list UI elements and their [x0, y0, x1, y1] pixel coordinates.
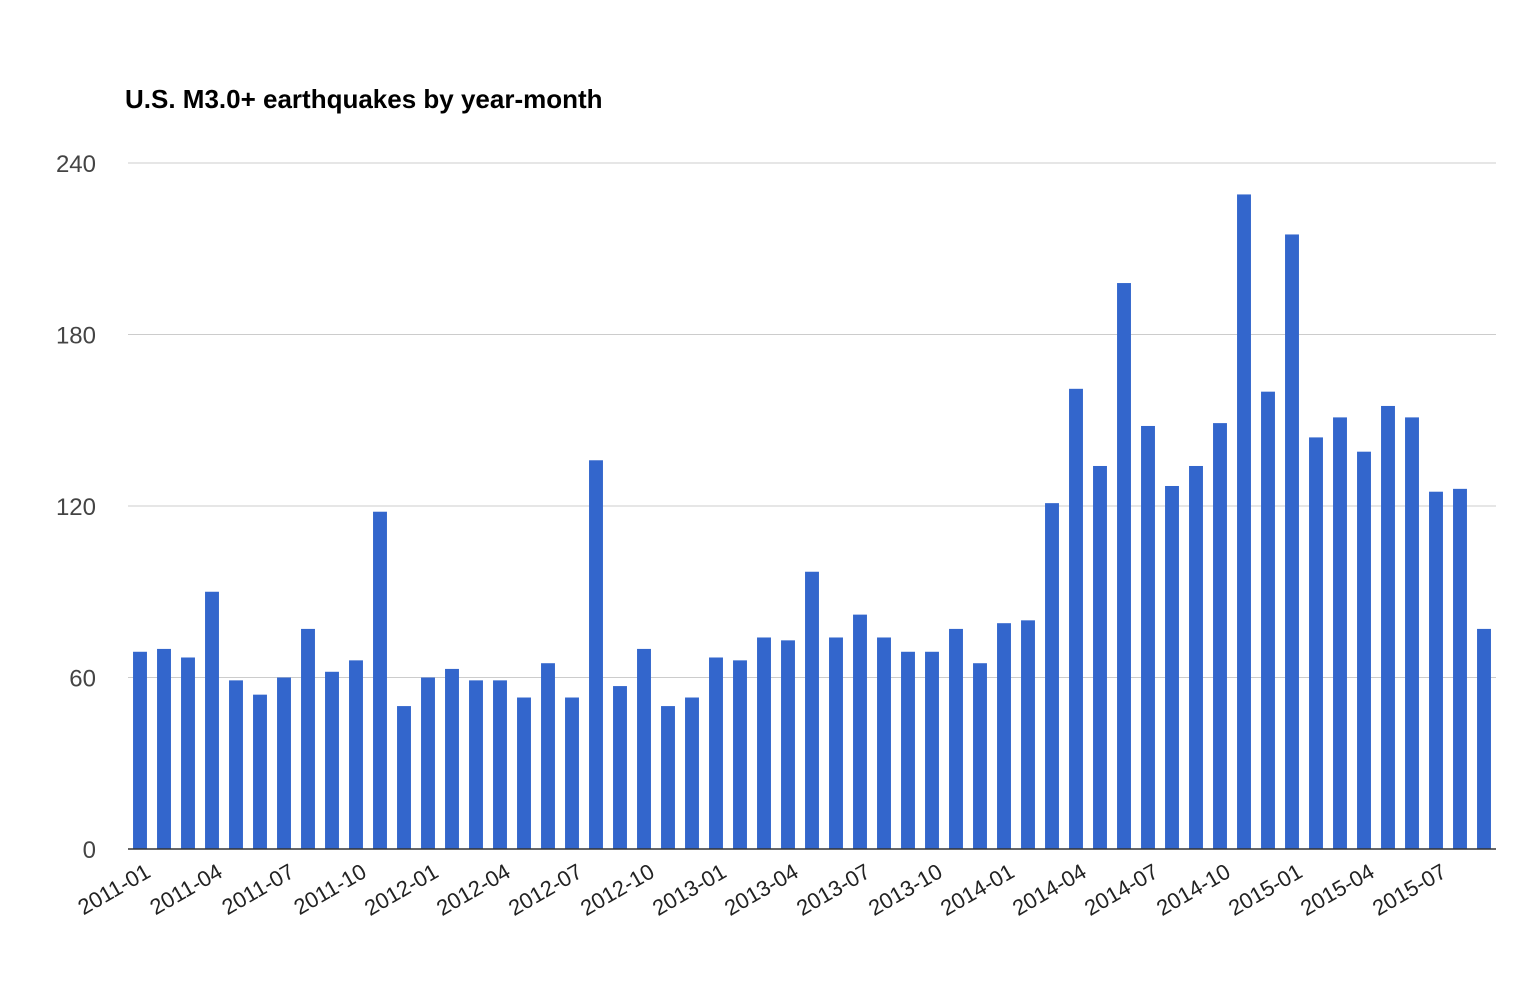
bar-2013-09	[901, 651, 915, 849]
x-tick-label: 2013-10	[864, 859, 946, 921]
bar-2011-07	[277, 677, 291, 849]
x-tick-label: 2013-07	[792, 859, 874, 921]
bar-2015-08	[1453, 488, 1467, 849]
bar-2014-10	[1213, 423, 1227, 849]
bar-2013-02	[733, 660, 747, 849]
bar-2011-02	[157, 648, 171, 849]
bar-2011-06	[253, 694, 267, 849]
bar-2014-01	[997, 623, 1011, 849]
bar-2012-12	[685, 697, 699, 849]
bar-2015-04	[1357, 451, 1371, 849]
bar-2012-11	[661, 706, 675, 849]
x-tick-label: 2011-10	[289, 859, 370, 920]
bar-2011-09	[325, 671, 339, 849]
bar-2011-01	[133, 651, 147, 849]
y-tick-label: 180	[56, 323, 96, 350]
x-tick-label: 2014-01	[936, 859, 1018, 921]
x-tick-label: 2013-04	[720, 859, 802, 921]
bar-2012-09	[613, 686, 627, 849]
chart-title: U.S. M3.0+ earthquakes by year-month	[125, 84, 603, 114]
bar-2015-09	[1477, 628, 1491, 849]
bar-2011-03	[181, 657, 195, 849]
x-tick-label: 2014-04	[1008, 859, 1090, 921]
bar-2015-07	[1429, 491, 1443, 849]
x-tick-label: 2012-07	[504, 859, 586, 921]
bar-2014-05	[1093, 465, 1107, 849]
bar-2011-11	[373, 511, 387, 849]
y-axis-tick-labels: 0 60 120 180 240	[56, 151, 96, 864]
bar-2013-06	[829, 637, 843, 849]
x-tick-label: 2015-07	[1368, 859, 1450, 921]
bar-2014-06	[1117, 283, 1131, 849]
bar-2014-09	[1189, 465, 1203, 849]
bar-2012-02	[445, 668, 459, 849]
bar-2011-08	[301, 628, 315, 849]
bar-2012-10	[637, 648, 651, 849]
bar-2012-05	[517, 697, 531, 849]
x-axis-tick-labels: 2011-012011-042011-072011-102012-012012-…	[73, 859, 1450, 921]
bar-2014-08	[1165, 485, 1179, 849]
bar-2012-04	[493, 680, 507, 849]
bars	[133, 194, 1491, 849]
bar-2012-01	[421, 677, 435, 849]
bar-2011-04	[205, 591, 219, 849]
bar-2014-12	[1261, 391, 1275, 849]
y-tick-label: 0	[83, 837, 96, 864]
x-tick-label: 2014-07	[1080, 859, 1162, 921]
x-tick-label: 2012-10	[576, 859, 658, 921]
y-tick-label: 240	[56, 151, 96, 178]
bar-2011-10	[349, 660, 363, 849]
x-tick-label: 2011-01	[73, 859, 154, 920]
bar-2014-11	[1237, 194, 1251, 849]
bar-2014-03	[1045, 503, 1059, 849]
x-tick-label: 2012-04	[432, 859, 514, 921]
x-tick-label: 2014-10	[1152, 859, 1234, 921]
bar-2013-01	[709, 657, 723, 849]
bar-2013-08	[877, 637, 891, 849]
bar-2013-05	[805, 571, 819, 849]
y-tick-label: 120	[56, 494, 96, 521]
bar-2012-07	[565, 697, 579, 849]
bar-2014-07	[1141, 425, 1155, 849]
x-tick-label: 2015-01	[1224, 859, 1306, 921]
x-tick-label: 2013-01	[648, 859, 730, 921]
bar-2013-12	[973, 663, 987, 849]
bar-2015-01	[1285, 234, 1299, 849]
bar-2013-04	[781, 640, 795, 849]
bar-2013-11	[949, 628, 963, 849]
x-tick-label: 2015-04	[1296, 859, 1378, 921]
bar-2012-03	[469, 680, 483, 849]
bar-2013-03	[757, 637, 771, 849]
x-tick-label: 2011-07	[217, 859, 298, 920]
bar-2015-02	[1309, 437, 1323, 849]
bar-2013-10	[925, 651, 939, 849]
bar-2015-06	[1405, 417, 1419, 849]
x-tick-label: 2011-04	[145, 859, 226, 920]
x-tick-label: 2012-01	[360, 859, 442, 921]
bar-2014-02	[1021, 620, 1035, 849]
bar-2011-05	[229, 680, 243, 849]
bar-2013-07	[853, 614, 867, 849]
bar-2012-08	[589, 460, 603, 849]
bar-2012-06	[541, 663, 555, 849]
y-tick-label: 60	[69, 666, 96, 693]
bar-2014-04	[1069, 388, 1083, 849]
bar-2011-12	[397, 706, 411, 849]
bar-2015-03	[1333, 417, 1347, 849]
bar-2015-05	[1381, 405, 1395, 849]
